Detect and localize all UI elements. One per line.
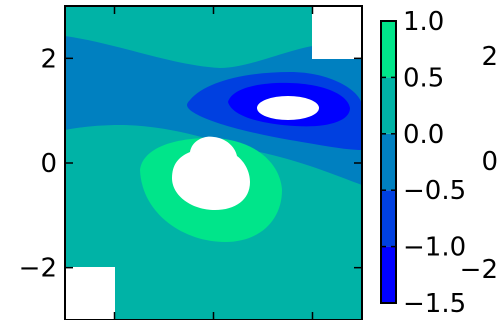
masked-square-top-right [312, 6, 362, 59]
colorbar-segment [381, 190, 396, 247]
colorbar-segment [381, 77, 396, 134]
colorbar-tick-label: 0.0 [403, 120, 444, 150]
colorbar-tick-label: −1.5 [403, 289, 466, 319]
masked-square-bottom-left [65, 267, 115, 320]
y-tick-label: 2 [40, 44, 57, 74]
colorbar-tick-label: 0.5 [403, 63, 444, 93]
colorbar-tick-label: −0.5 [403, 176, 466, 206]
y-tick-label: −2 [19, 254, 57, 284]
colorbar-tick-label: −1.0 [403, 233, 466, 263]
colorbar: 1.0 0.5 0.0 −0.5 −1.0 −1.5 [380, 7, 466, 319]
plot-area [65, 6, 362, 320]
colorbar-segment [381, 21, 396, 78]
colorbar-segment [381, 133, 396, 191]
overlapping-right-labels: 2 0 −2 [460, 42, 498, 285]
overlapping-label: 0 [481, 147, 498, 177]
masked-ellipse-upper-right [257, 96, 319, 120]
masked-blob-lower-left [172, 136, 250, 210]
y-tick-label: 0 [40, 149, 57, 179]
overlapping-label: −2 [460, 255, 498, 285]
colorbar-frame [380, 20, 397, 304]
overlapping-label: 2 [481, 42, 498, 72]
axis-ticks: 2 0 −2 [19, 6, 362, 320]
colorbar-tick-label: 1.0 [403, 7, 444, 37]
colorbar-segment [381, 246, 396, 303]
